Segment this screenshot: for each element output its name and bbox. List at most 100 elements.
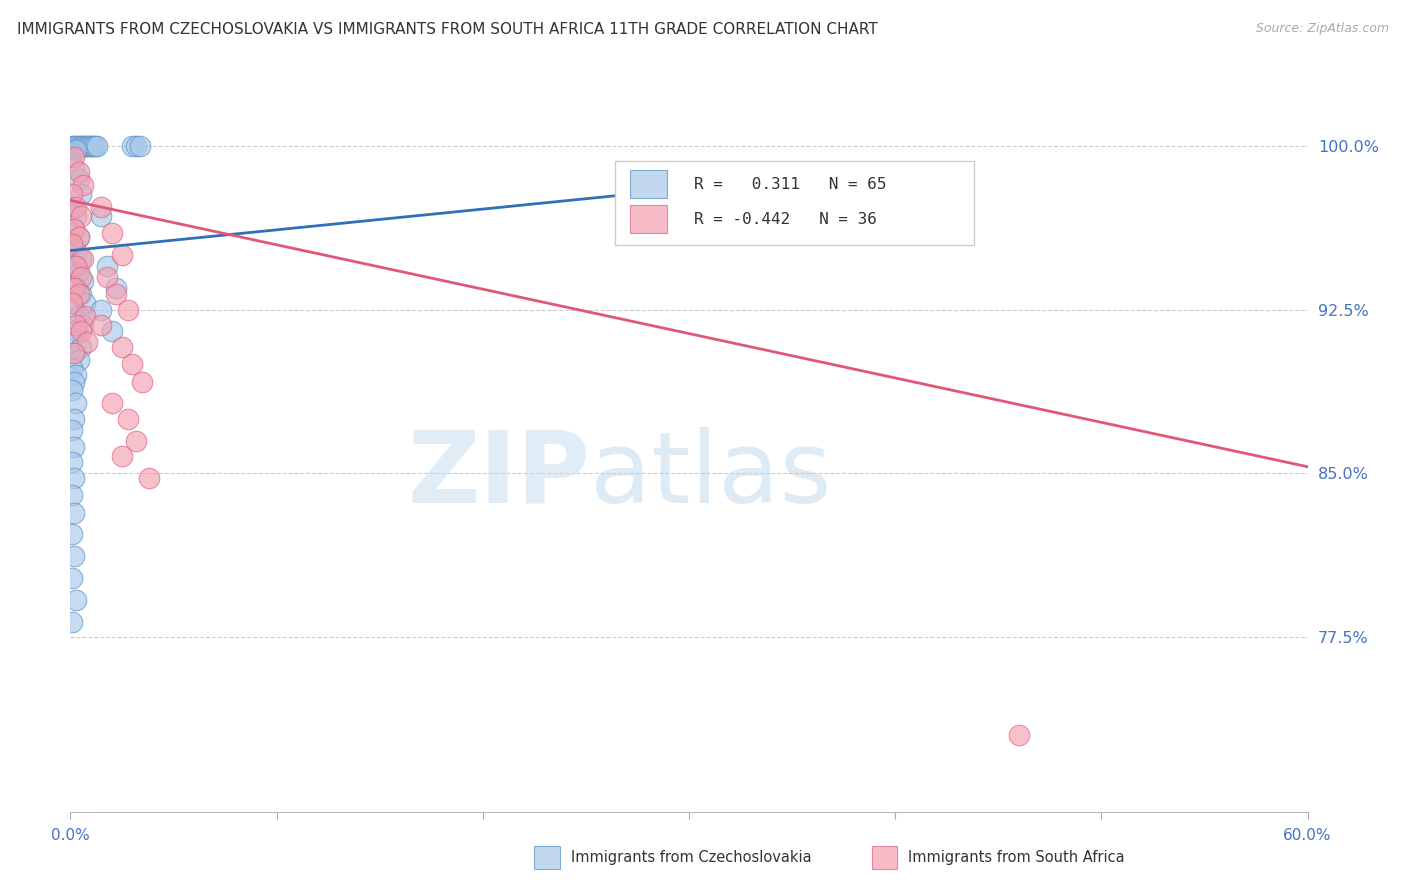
Point <box>121 138 143 153</box>
Point <box>67 352 90 367</box>
Point <box>60 237 83 252</box>
Point <box>100 396 122 410</box>
Point <box>125 434 148 448</box>
Point <box>111 449 134 463</box>
Point <box>65 281 87 295</box>
Point <box>69 138 91 153</box>
Point <box>76 138 98 153</box>
Point <box>60 615 83 629</box>
Point <box>63 221 86 235</box>
Text: R =   0.311   N = 65: R = 0.311 N = 65 <box>695 177 886 192</box>
Text: R = -0.442   N = 36: R = -0.442 N = 36 <box>695 211 877 227</box>
Point <box>67 230 90 244</box>
Point <box>60 237 83 252</box>
Point <box>96 269 118 284</box>
FancyBboxPatch shape <box>614 161 973 245</box>
Text: 0.0%: 0.0% <box>51 828 90 843</box>
Point <box>67 165 90 179</box>
Point <box>63 259 86 273</box>
Point <box>60 527 83 541</box>
Point <box>100 226 122 240</box>
Text: Immigrants from Czechoslovakia: Immigrants from Czechoslovakia <box>571 850 811 864</box>
Point <box>65 138 87 153</box>
Point <box>117 302 139 317</box>
Point <box>65 324 87 338</box>
Point <box>69 186 91 201</box>
Point <box>69 324 91 338</box>
Point <box>67 265 90 279</box>
Point <box>63 221 86 235</box>
Point <box>60 488 83 502</box>
Point <box>65 259 87 273</box>
Text: 60.0%: 60.0% <box>1284 828 1331 843</box>
Point <box>72 178 94 192</box>
Point <box>100 324 122 338</box>
Point <box>69 209 91 223</box>
Point <box>72 252 94 267</box>
Point <box>63 150 86 164</box>
Point <box>90 318 112 332</box>
Point <box>63 138 86 153</box>
Point <box>73 138 96 153</box>
Point <box>63 470 86 484</box>
Point <box>65 396 87 410</box>
Point <box>67 171 90 186</box>
Point <box>117 411 139 425</box>
FancyBboxPatch shape <box>630 170 666 198</box>
Point <box>125 138 148 153</box>
Point <box>104 287 127 301</box>
Point <box>72 138 94 153</box>
Point <box>138 470 160 484</box>
Point <box>121 357 143 371</box>
Point <box>77 138 100 153</box>
Point <box>129 138 152 153</box>
Point <box>86 138 108 153</box>
Point <box>63 281 86 295</box>
Point <box>96 259 118 273</box>
Text: atlas: atlas <box>591 426 831 524</box>
Point <box>63 440 86 454</box>
Text: Immigrants from South Africa: Immigrants from South Africa <box>908 850 1125 864</box>
Point <box>80 138 103 153</box>
Point <box>72 318 94 332</box>
Point <box>111 340 134 354</box>
Point <box>73 296 96 310</box>
Point <box>63 161 86 175</box>
Point <box>65 143 87 157</box>
Point <box>69 252 91 267</box>
Point <box>60 423 83 437</box>
Point <box>63 346 86 360</box>
Point <box>84 138 107 153</box>
Point <box>67 309 90 323</box>
Point <box>73 309 96 323</box>
Text: Source: ZipAtlas.com: Source: ZipAtlas.com <box>1256 22 1389 36</box>
Point <box>60 331 83 345</box>
Point <box>111 248 134 262</box>
Point <box>65 209 87 223</box>
Point <box>63 411 86 425</box>
Point <box>63 302 86 317</box>
Point <box>90 302 112 317</box>
Point <box>60 186 83 201</box>
Point <box>63 375 86 389</box>
Point <box>82 138 104 153</box>
Point <box>69 340 91 354</box>
Text: ZIP: ZIP <box>408 426 591 524</box>
Point <box>63 346 86 360</box>
Point <box>60 571 83 585</box>
FancyBboxPatch shape <box>630 205 666 233</box>
Point <box>67 138 90 153</box>
Point <box>90 200 112 214</box>
Point <box>60 138 83 153</box>
Point <box>1008 728 1031 742</box>
Point <box>60 455 83 469</box>
Point <box>60 361 83 376</box>
Point <box>65 318 87 332</box>
Point <box>72 274 94 288</box>
Point <box>90 209 112 223</box>
Point <box>60 296 83 310</box>
Point <box>69 269 91 284</box>
Point <box>63 506 86 520</box>
Point <box>104 281 127 295</box>
Point <box>60 200 83 214</box>
